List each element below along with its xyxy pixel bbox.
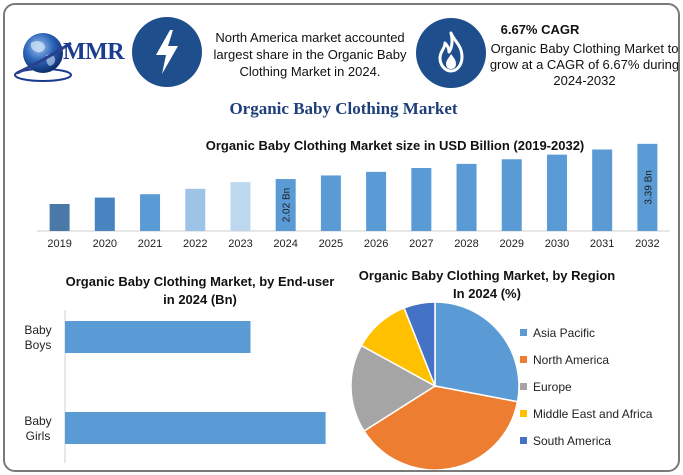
globe-logo-icon [14, 33, 72, 82]
x-tick-label: 2031 [590, 238, 614, 250]
region-legend: Asia Pacific North America Europe Middle… [520, 319, 678, 454]
legend-label: North America [533, 352, 610, 367]
x-tick-label: 2022 [183, 238, 207, 250]
x-tick-label: 2026 [364, 238, 388, 250]
pie-slice-asia-pacific [434, 301, 520, 403]
legend-swatch [520, 329, 527, 336]
legend-swatch [520, 383, 527, 390]
legend-item-middle-east-africa: Middle East and Africa [520, 400, 678, 427]
category-label: Baby Girls [24, 414, 51, 443]
pie-slice-south-america [403, 301, 436, 387]
x-tick-label: 2021 [138, 238, 162, 250]
bar-2026 [366, 171, 387, 231]
x-tick-label: 2027 [409, 238, 433, 250]
x-tick-label: 2023 [228, 238, 252, 250]
bar-2021 [140, 194, 161, 231]
region-pie-chart [350, 301, 520, 470]
bar-2024 [275, 179, 296, 231]
legend-item-south-america: South America [520, 427, 678, 454]
end-user-bar-chart: Baby Boys Baby Girls [24, 310, 326, 463]
legend-item-europe: Europe [520, 373, 678, 400]
category-label: Baby Boys [24, 323, 51, 352]
bar-baby-girls [65, 412, 326, 444]
cagr-fact: Organic Baby Clothing Market to grow at … [489, 41, 680, 88]
legend-swatch [520, 356, 527, 363]
end-user-chart-title: Organic Baby Clothing Market, by End-use… [65, 274, 335, 307]
bar-2025 [320, 175, 341, 231]
flame-icon [438, 31, 464, 73]
bar-2029 [501, 159, 522, 231]
bar-2030 [546, 154, 567, 231]
market-size-chart-title: Organic Baby Clothing Market size in USD… [205, 138, 585, 153]
legend-label: Middle East and Africa [533, 406, 653, 421]
region-chart-title: Organic Baby Clothing Market, by Region … [358, 268, 616, 301]
legend-item-north-america: North America [520, 346, 678, 373]
x-tick-label: 2024 [273, 238, 297, 250]
bar-2020 [94, 197, 115, 231]
lightning-bolt-badge [132, 17, 202, 87]
bar-2032 [637, 143, 658, 231]
x-tick-label: 2025 [319, 238, 343, 250]
market-size-bar-chart: 2019 2020 2021 2022 2023 2024 2.02 Bn 2025 2026 2… [37, 143, 670, 250]
page-title: Organic Baby Clothing Market [229, 99, 458, 118]
bar-2028 [456, 163, 477, 231]
x-tick-label: 2029 [500, 238, 524, 250]
bar-data-label: 2.02 Bn [282, 188, 293, 222]
north-america-fact: North America market accounted largest s… [213, 30, 407, 79]
mmr-logo [13, 29, 133, 87]
bar-data-label: 3.39 Bn [643, 170, 654, 204]
legend-label: Europe [533, 379, 572, 394]
legend-label: South America [533, 433, 612, 448]
pie-slice-europe [350, 344, 437, 433]
bar-baby-boys [65, 321, 251, 353]
x-tick-label: 2020 [93, 238, 117, 250]
legend-swatch [520, 437, 527, 444]
legend-swatch [520, 410, 527, 417]
logo-text: MMR [63, 39, 125, 65]
x-tick-label: 2030 [545, 238, 569, 250]
cagr-title: 6.67% CAGR [500, 22, 580, 37]
bar-2019 [49, 204, 70, 231]
bar-2027 [411, 168, 432, 231]
x-tick-label: 2032 [635, 238, 659, 250]
legend-label: Asia Pacific [533, 325, 596, 340]
x-tick-label: 2019 [47, 238, 71, 250]
lightning-bolt-icon [156, 30, 178, 74]
x-tick-label: 2028 [454, 238, 478, 250]
bar-2031 [592, 149, 613, 231]
bar-2023 [230, 182, 251, 231]
flame-badge [416, 18, 486, 88]
bar-2022 [185, 188, 206, 231]
infographic-frame: MMR North America market accounted large… [3, 3, 680, 472]
legend-item-asia-pacific: Asia Pacific [520, 319, 678, 346]
